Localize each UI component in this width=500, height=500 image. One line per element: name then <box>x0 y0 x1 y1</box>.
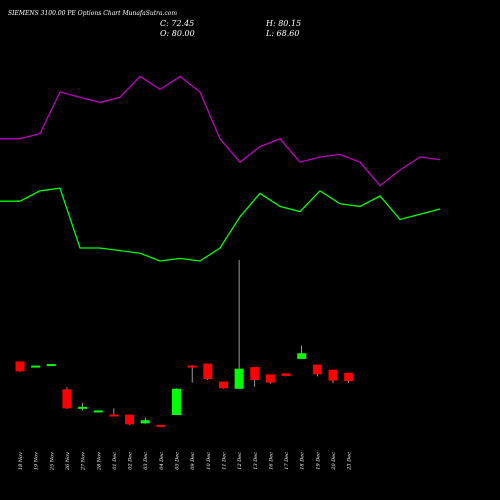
candle-20-dec <box>328 369 338 384</box>
candle-body-up <box>78 406 88 409</box>
candle-body-down <box>62 389 72 409</box>
x-tick-label: 18 Nov <box>18 452 24 470</box>
x-tick-label: 16 Dec <box>268 452 274 470</box>
x-tick-label: 13 Dec <box>253 452 259 470</box>
candle-body-up <box>140 420 150 424</box>
candle-body-down <box>203 363 213 379</box>
candle-16-dec <box>265 374 275 384</box>
candle-body-down <box>312 364 322 375</box>
candle-10-dec <box>203 363 213 381</box>
candle-body-down <box>187 365 197 368</box>
candle-body-down <box>265 374 275 383</box>
candle-18-nov <box>15 361 25 372</box>
open-value: O: 80.00 <box>160 29 195 38</box>
x-tick-label: 23 Dec <box>347 452 353 471</box>
candle-03-dec <box>140 417 150 424</box>
candle-25-nov <box>46 364 56 367</box>
candle-05-dec <box>172 388 181 416</box>
candle-body-down <box>156 424 166 427</box>
x-tick-label: 04 Dec <box>159 452 165 470</box>
x-tick-label: 01 Dec <box>112 452 118 470</box>
x-tick-label: 19 Dec <box>315 452 321 470</box>
low-value: L: 68.60 <box>266 29 300 38</box>
indicator-line-1 <box>0 187 441 262</box>
candles <box>15 260 354 427</box>
candle-body-up <box>234 368 244 389</box>
candle-body-up <box>93 410 103 413</box>
candle-body-down <box>15 361 25 372</box>
x-tick-label: 03 Dec <box>143 452 149 470</box>
x-tick-label: 11 Dec <box>221 452 227 470</box>
x-tick-label: 26 Nov <box>65 452 71 471</box>
x-axis-labels: 18 Nov 19 Nov 25 Nov 26 Nov 27 Nov 28 Nov 01 D… <box>18 452 353 471</box>
x-tick-label: 12 Dec <box>237 452 243 470</box>
x-tick-label: 27 Nov <box>81 452 87 471</box>
candle-body-down <box>109 414 119 417</box>
x-tick-label: 25 Nov <box>49 452 55 471</box>
candle-09-dec <box>187 365 197 383</box>
chart-title: SIEMENS 3100.00 PE Options Chart MunafaS… <box>8 10 178 17</box>
candle-body-up <box>297 353 307 359</box>
x-tick-label: 02 Dec <box>128 452 134 470</box>
candle-27-nov <box>78 402 88 411</box>
candle-19-dec <box>312 364 322 377</box>
candle-body-down <box>281 373 291 376</box>
candle-23-dec <box>344 372 354 384</box>
indicator-lines <box>0 75 441 262</box>
candle-01-dec <box>109 408 119 417</box>
x-tick-label: 28 Nov <box>96 452 102 471</box>
x-tick-label: 09 Dec <box>190 452 196 470</box>
candle-13-dec <box>250 367 260 387</box>
x-tick-label: 18 Dec <box>300 452 306 470</box>
close-value: C: 72.45 <box>160 19 195 28</box>
candle-18-dec <box>297 345 307 359</box>
x-tick-label: 20 Dec <box>331 452 337 471</box>
candle-body-up <box>172 388 181 416</box>
x-tick-label: 05 Dec <box>175 452 181 470</box>
candle-11-dec <box>218 381 228 389</box>
x-tick-label: 10 Dec <box>206 452 212 470</box>
candle-body-down <box>328 369 338 381</box>
candle-04-dec <box>156 424 166 427</box>
indicator-line-2 <box>0 75 441 187</box>
candle-19-nov <box>31 365 41 368</box>
candle-28-nov <box>93 410 103 413</box>
candle-body-down <box>218 381 228 389</box>
high-value: H: 80.15 <box>266 19 302 28</box>
candle-02-dec <box>125 414 135 425</box>
candle-17-dec <box>281 373 291 377</box>
x-tick-label: 19 Nov <box>34 452 40 470</box>
candle-body-up <box>31 365 41 368</box>
candle-12-dec <box>234 260 244 389</box>
candle-26-nov <box>62 387 72 409</box>
candle-body-down <box>250 367 260 381</box>
candle-body-down <box>125 414 135 425</box>
x-tick-label: 17 Dec <box>284 452 290 470</box>
candle-body-down <box>344 372 354 382</box>
candle-body-up <box>46 364 56 367</box>
